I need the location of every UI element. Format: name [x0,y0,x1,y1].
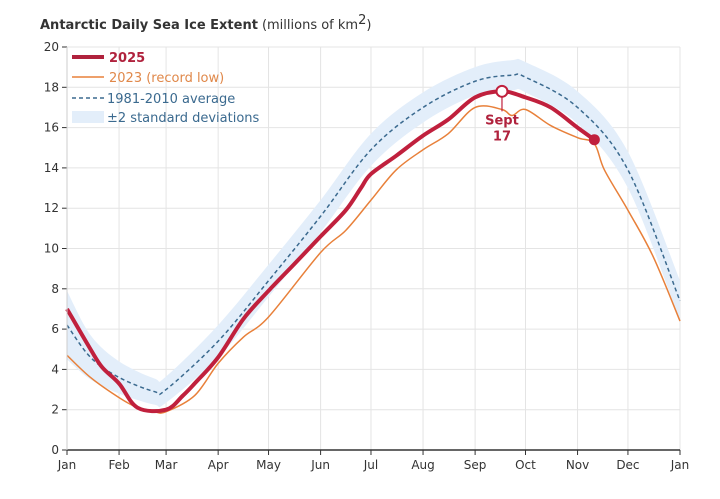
x-tick-label: Jul [363,458,378,472]
y-tick-label: 0 [51,443,59,457]
line-2025 [65,89,596,414]
latest-2025-marker [588,134,600,146]
y-tick-label: 16 [44,121,59,135]
x-tick-label: Aug [411,458,434,472]
sd-band [67,58,680,408]
legend-label-2023: 2023 (record low) [109,71,224,86]
x-tick-label: Jan [670,458,690,472]
legend-label-band: ±2 standard deviations [107,111,260,126]
annotation-label-month: Sept [485,113,519,128]
x-tick-label: May [256,458,281,472]
legend-label-2025: 2025 [109,51,145,66]
y-tick-label: 20 [44,40,59,54]
x-tick-label: Mar [155,458,178,472]
y-tick-label: 12 [44,201,59,215]
y-tick-label: 18 [44,80,59,94]
y-tick-label: 14 [44,161,59,175]
sd-band-area [67,58,680,408]
axes: 0 2 4 6 8 10 12 14 16 18 20 Jan Feb Mar Apr May Jun Jul Au… [44,40,690,472]
legend: 2025 2023 (record low) 1981-2010 average… [72,51,260,126]
sept-17-max-marker [495,84,509,98]
x-tick-label: Jun [310,458,330,472]
x-tick-label: Nov [566,458,589,472]
x-tick-label: Feb [108,458,129,472]
legend-label-average: 1981-2010 average [107,92,235,107]
x-tick-label: Jan [57,458,77,472]
grid [67,46,681,450]
average-line [66,73,681,396]
x-tick-label: Dec [616,458,639,472]
x-tick-label: Apr [208,458,229,472]
y-tick-label: 6 [51,322,59,336]
y-tick-label: 8 [51,282,59,296]
y-tick-label: 10 [44,242,59,256]
legend-swatch-band [72,111,104,123]
y-tick-label: 4 [51,362,59,376]
annotation: Sept 17 [485,84,600,146]
y-tick-label: 2 [51,403,59,417]
x-tick-label: Sep [464,458,487,472]
chart-title: Antarctic Daily Sea Ice Extent (millions … [40,13,371,33]
x-tick-label: Oct [515,458,536,472]
annotation-label-day: 17 [493,129,511,144]
